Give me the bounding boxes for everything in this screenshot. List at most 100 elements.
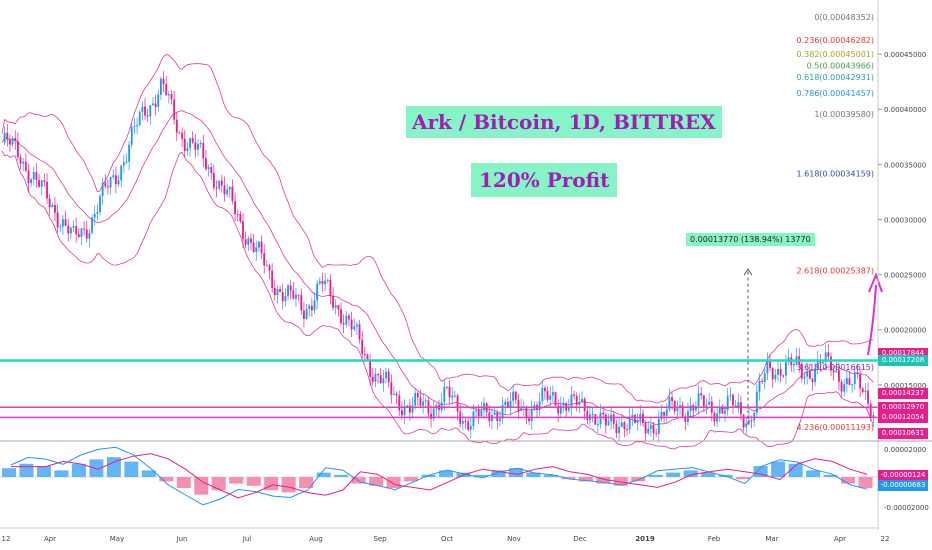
candle-body: [316, 283, 319, 301]
candle-body: [30, 179, 33, 184]
macd-price-tag: -0.00000683: [878, 479, 928, 491]
candle-body: [19, 157, 22, 164]
candle-body: [782, 375, 785, 377]
price-tag: 0.00010631: [878, 427, 928, 439]
candle-body: [191, 138, 194, 143]
candle-body: [271, 270, 274, 288]
candle-body: [236, 214, 239, 216]
macd-panel: 0.00002000 -0.00002000: [0, 446, 929, 512]
candle-body: [559, 405, 562, 414]
candle-body: [85, 229, 88, 239]
candle-body: [618, 426, 621, 434]
candle-body: [43, 180, 46, 182]
candle-body: [832, 370, 835, 373]
candle-body: [152, 103, 154, 106]
measure-arrowhead: [743, 268, 753, 276]
macd-histogram-bar: [2, 468, 16, 477]
x-tick-label: May: [110, 535, 124, 543]
candle-body: [205, 158, 207, 170]
macd-histogram-bar: [578, 477, 593, 482]
macd-histogram-bar: [159, 477, 174, 482]
candle-body: [729, 394, 732, 397]
candle-body: [329, 279, 332, 296]
candle-body: [448, 386, 451, 398]
candle-body: [861, 388, 864, 392]
candle-body: [61, 219, 64, 227]
candle-body: [740, 402, 742, 415]
candle-body: [112, 175, 115, 177]
candle-body: [493, 412, 496, 416]
candle-body: [411, 405, 414, 413]
up-arrow-icon: [867, 272, 883, 356]
candle-body: [432, 408, 435, 419]
candle-body: [395, 393, 398, 396]
candle-body: [6, 132, 9, 140]
x-tick-label: Jun: [176, 535, 188, 543]
candle-body: [724, 410, 726, 414]
macd-price-tag: -0.00000124: [878, 469, 928, 481]
candle-body: [461, 420, 464, 424]
candle-body: [506, 401, 509, 408]
candle-body: [652, 424, 655, 434]
candle-body: [144, 106, 146, 116]
candle-body: [350, 319, 353, 330]
candle-body: [310, 305, 313, 311]
fib-level-label: 4.236(0.00011193): [797, 423, 875, 432]
candle-body: [284, 295, 287, 302]
candle-body: [260, 241, 263, 254]
chart-title: Ark / Bitcoin, 1D, BITTREX: [406, 106, 722, 138]
candle-body: [334, 305, 337, 308]
candle-body: [528, 418, 530, 422]
candle-body: [869, 403, 872, 418]
candle-body: [673, 401, 676, 412]
candle-body: [424, 400, 427, 402]
x-tick-label: 12: [2, 535, 11, 543]
candle-body: [3, 132, 6, 143]
candle-body: [517, 399, 520, 411]
x-tick-label: 22: [881, 535, 890, 543]
candle-body: [477, 410, 480, 417]
candle-body: [824, 352, 827, 363]
candle-body: [59, 226, 62, 228]
candle-body: [255, 247, 258, 253]
candle-body: [9, 139, 11, 145]
candle-body: [226, 189, 229, 195]
candle-body: [189, 138, 191, 149]
candle-body: [281, 292, 284, 302]
candle-body: [811, 378, 814, 383]
macd-histogram-bar: [648, 474, 663, 477]
candle-body: [761, 380, 764, 382]
x-tick-label: Mar: [765, 535, 778, 543]
candle-body: [197, 144, 199, 150]
candle-body: [718, 407, 721, 414]
candle-body: [822, 362, 824, 364]
macd-histogram-bar: [19, 463, 34, 477]
candle-body: [385, 371, 387, 379]
candle-body: [816, 359, 819, 369]
candle-body: [72, 226, 75, 228]
candle-body: [745, 423, 748, 428]
macd-histogram-bar: [211, 477, 226, 491]
candle-body: [239, 214, 242, 222]
candle-body: [700, 393, 703, 396]
candle-body: [215, 187, 218, 189]
candle-body: [843, 384, 846, 392]
candle-body: [117, 180, 120, 185]
y-tick-label: 0.00020000: [884, 327, 926, 335]
macd-histogram-bar: [613, 477, 628, 486]
candle-body: [120, 165, 123, 181]
candle-body: [91, 217, 93, 233]
candle-body: [157, 94, 160, 107]
candle-body: [419, 397, 422, 406]
candle-body: [469, 425, 472, 430]
x-tick-label: Jul: [242, 535, 252, 543]
candle-body: [416, 393, 419, 398]
macd-histogram-bar: [229, 477, 244, 484]
candle-body: [40, 180, 43, 187]
candle-body: [199, 142, 202, 145]
candle-body: [345, 315, 348, 325]
candle-body: [872, 415, 875, 418]
arrow-head: [868, 272, 883, 293]
candle-body: [615, 423, 618, 434]
